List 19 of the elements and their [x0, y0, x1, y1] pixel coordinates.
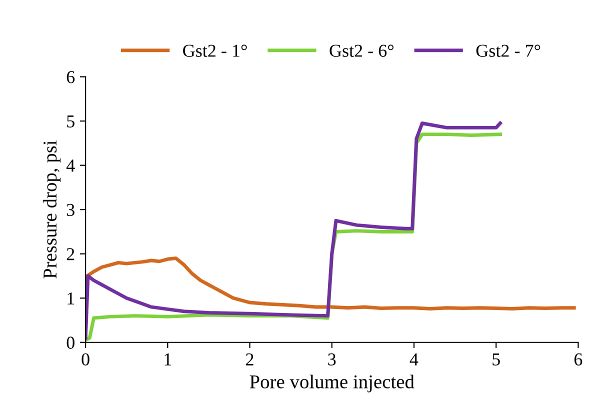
legend-label: Gst2 - 1°	[183, 44, 247, 57]
x-tick-label: 3	[328, 353, 336, 366]
x-tick-label: 2	[246, 353, 254, 366]
legend-label: Gst2 - 6°	[330, 44, 394, 57]
x-tick-label: 6	[574, 353, 582, 366]
x-tick-label: 4	[410, 353, 418, 366]
y-tick-label: 2	[66, 248, 74, 260]
x-tick-label: 1	[164, 353, 172, 366]
x-tick-label: 5	[492, 353, 500, 366]
legend-label: Gst2 - 7°	[476, 44, 540, 57]
y-tick-label: 1	[68, 292, 74, 304]
y-tick-label: 0	[66, 336, 74, 349]
x-tick-label: 0	[82, 353, 90, 366]
x-axis-title: Pore volume injected	[250, 374, 414, 392]
y-axis-title: Pressure drop, psi	[42, 140, 61, 278]
y-tick-label: 3	[66, 204, 74, 216]
y-tick-label: 5	[67, 115, 74, 128]
y-tick-label: 4	[66, 160, 75, 172]
y-tick-label: 6	[66, 71, 75, 84]
